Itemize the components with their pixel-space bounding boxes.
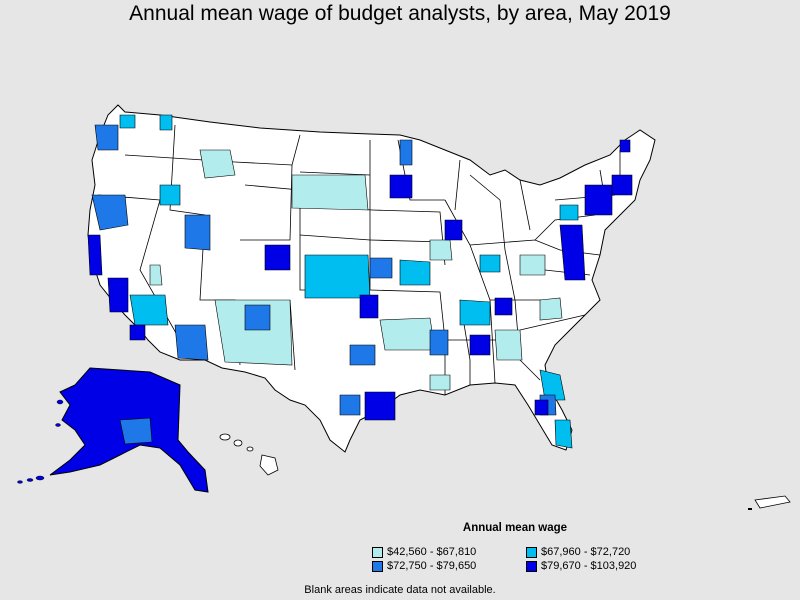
legend-label-1: $42,560 - $67,810	[387, 546, 477, 558]
data-availability-note: Blank areas indicate data not available.	[304, 584, 496, 596]
legend-swatch-4	[526, 560, 537, 572]
legend-item-3: $72,750 - $79,650	[372, 560, 476, 572]
legend-title: Annual mean wage	[462, 522, 568, 534]
legend-label-4: $79,670 - $103,920	[541, 560, 637, 572]
legend-item-1: $42,560 - $67,810	[372, 546, 476, 558]
legend-item-4: $79,670 - $103,920	[526, 560, 636, 572]
legend-swatch-1	[372, 546, 383, 558]
legend-item-2: $67,960 - $72,720	[526, 546, 630, 558]
legend-swatch-2	[526, 546, 537, 558]
contiguous-us	[87, 104, 656, 453]
legend-label-2: $67,960 - $72,720	[541, 546, 631, 558]
legend-label-3: $72,750 - $79,650	[387, 560, 477, 572]
legend-swatch-3	[372, 560, 383, 572]
map-title: Annual mean wage of budget analysts, by …	[129, 2, 671, 25]
